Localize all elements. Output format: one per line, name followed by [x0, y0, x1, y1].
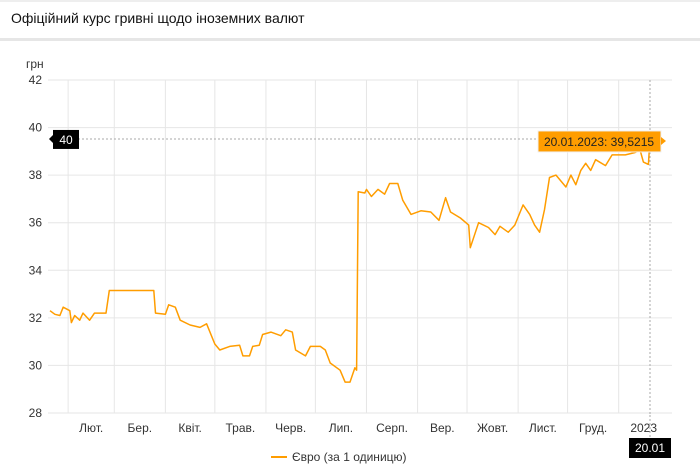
- top-border: [0, 0, 700, 2]
- x-crosshair-value: 20.01: [635, 441, 665, 455]
- x-tick-label: Квіт.: [178, 421, 202, 435]
- x-tick-label: Лют.: [79, 421, 103, 435]
- x-tick-label: Бер.: [128, 421, 153, 435]
- x-tick-label: Трав.: [226, 421, 256, 435]
- y-tick-label: 34: [29, 263, 43, 277]
- legend-item-euro[interactable]: Євро (за 1 одиницю): [292, 450, 407, 464]
- page-title: Офіційний курс гривні щодо іноземних вал…: [11, 10, 305, 26]
- y-tick-label: 40: [29, 121, 43, 135]
- tooltip-text: 20.01.2023: 39,5215: [544, 135, 654, 149]
- x-tick-label: 2023: [630, 421, 657, 435]
- y-tick-label: 42: [29, 73, 43, 87]
- y-tick-label: 36: [29, 216, 43, 230]
- legend[interactable]: Євро (за 1 одиницю): [271, 450, 407, 464]
- y-tick-label: 28: [29, 406, 43, 420]
- header-divider: [0, 38, 700, 41]
- tooltip-pointer: [661, 136, 666, 145]
- x-tick-label: Вер.: [430, 421, 455, 435]
- x-tick-label: Черв.: [275, 421, 306, 435]
- y-tick-label: 32: [29, 311, 43, 325]
- y-badge-pointer: [49, 134, 53, 143]
- x-tick-label: Лип.: [329, 421, 353, 435]
- x-crosshair-badge: [629, 438, 671, 458]
- y-tick-label: 38: [29, 168, 43, 182]
- x-tick-label: Груд.: [579, 421, 607, 435]
- y-crosshair-value: 40: [59, 133, 73, 147]
- y-axis-unit: грн: [26, 57, 44, 71]
- y-tick-label: 30: [29, 358, 43, 372]
- x-tick-label: Жовт.: [477, 421, 508, 435]
- series-line-euro: [49, 138, 651, 383]
- x-tick-label: Лист.: [529, 421, 557, 435]
- x-tick-label: Серп.: [376, 421, 408, 435]
- y-crosshair-badge: [53, 129, 79, 149]
